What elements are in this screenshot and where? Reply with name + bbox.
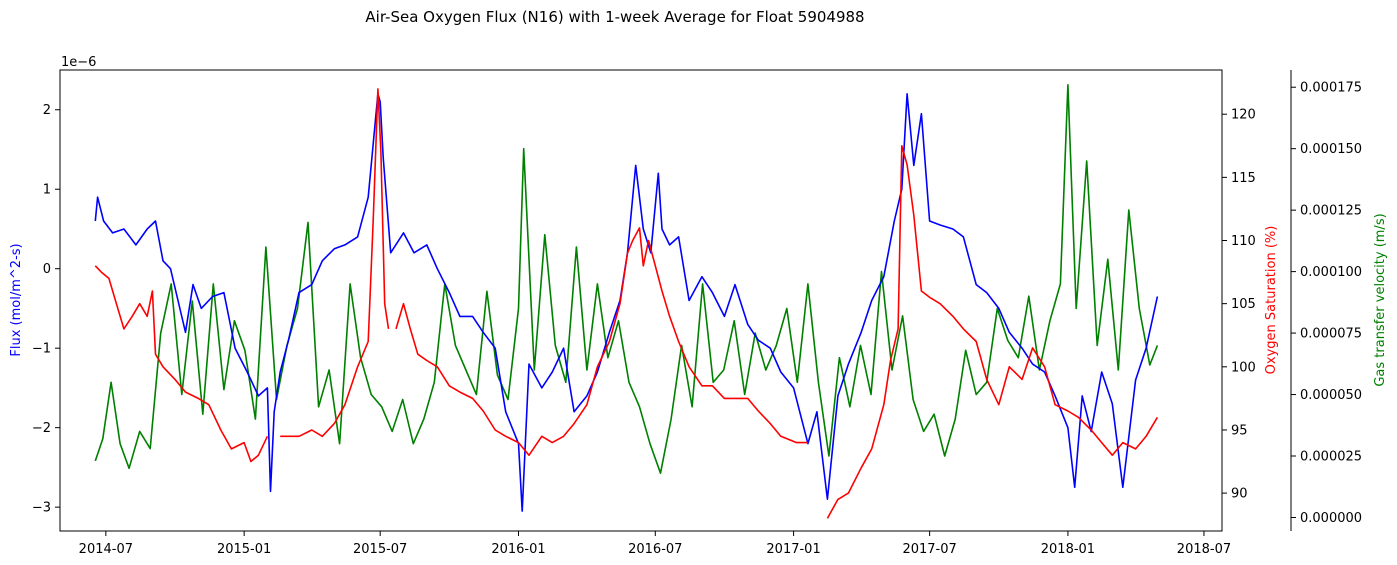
series-line-right2 — [94, 84, 1159, 474]
right2-tick-label: 0.000050 — [1300, 388, 1362, 403]
x-tick-label: 2015-07 — [353, 542, 407, 557]
right2-tick-label: 0.000025 — [1300, 450, 1362, 465]
right2-tick-label: 0.000175 — [1300, 81, 1362, 96]
right-tick-label: 105 — [1231, 297, 1256, 312]
right-tick-label: 120 — [1231, 108, 1256, 123]
x-tick-label: 2018-01 — [1041, 542, 1095, 557]
x-tick-label: 2016-07 — [628, 542, 682, 557]
left-axis-label: Flux (mol/m^2-s) — [9, 243, 24, 356]
left-tick-label: 2 — [43, 103, 51, 118]
x-tick-label: 2017-07 — [902, 542, 956, 557]
right-axis-label: Oxygen Saturation (%) — [1264, 226, 1279, 375]
left-axis-offset-text: 1e−6 — [61, 55, 96, 70]
right2-tick-label: 0.000100 — [1300, 265, 1362, 280]
series-line-left — [94, 93, 1159, 512]
left-tick-label: 0 — [43, 262, 51, 277]
series-line-right — [94, 88, 1159, 519]
series-layer — [94, 84, 1159, 519]
left-tick-label: −2 — [32, 421, 51, 436]
right-tick-label: 95 — [1231, 423, 1248, 438]
chart-title: Air-Sea Oxygen Flux (N16) with 1-week Av… — [365, 8, 864, 26]
left-tick-label: −1 — [32, 342, 51, 357]
right-axis: 120 115 110 105 100 95 90 — [1222, 108, 1256, 502]
plot-frame — [59, 69, 1223, 532]
x-tick-label: 2014-07 — [79, 542, 133, 557]
left-tick-label: −3 — [32, 501, 51, 516]
right2-axis-label: Gas transfer velocity (m/s) — [1373, 213, 1388, 386]
right2-tick-label: 0.000075 — [1300, 327, 1362, 342]
left-tick-label: 1 — [43, 183, 51, 198]
left-axis: 2 1 0 −1 −2 −3 — [32, 103, 60, 516]
right2-tick-label: 0.000125 — [1300, 204, 1362, 219]
x-tick-label: 2017-01 — [766, 542, 820, 557]
x-tick-label: 2015-01 — [217, 542, 271, 557]
right2-tick-label: 0.000000 — [1300, 511, 1362, 526]
x-axis: 2014-07 2015-01 2015-07 2016-01 2016-07 2017-… — [79, 531, 1231, 557]
right-tick-label: 115 — [1231, 171, 1256, 186]
x-tick-label: 2018-07 — [1177, 542, 1231, 557]
right-tick-label: 90 — [1231, 487, 1248, 502]
x-tick-label: 2016-01 — [491, 542, 545, 557]
right2-tick-label: 0.000150 — [1300, 142, 1362, 157]
right2-axis: 0.000175 0.000150 0.000125 0.000100 0.000075… — [1291, 81, 1362, 526]
right-tick-label: 110 — [1231, 234, 1256, 249]
right-tick-label: 100 — [1231, 360, 1256, 375]
